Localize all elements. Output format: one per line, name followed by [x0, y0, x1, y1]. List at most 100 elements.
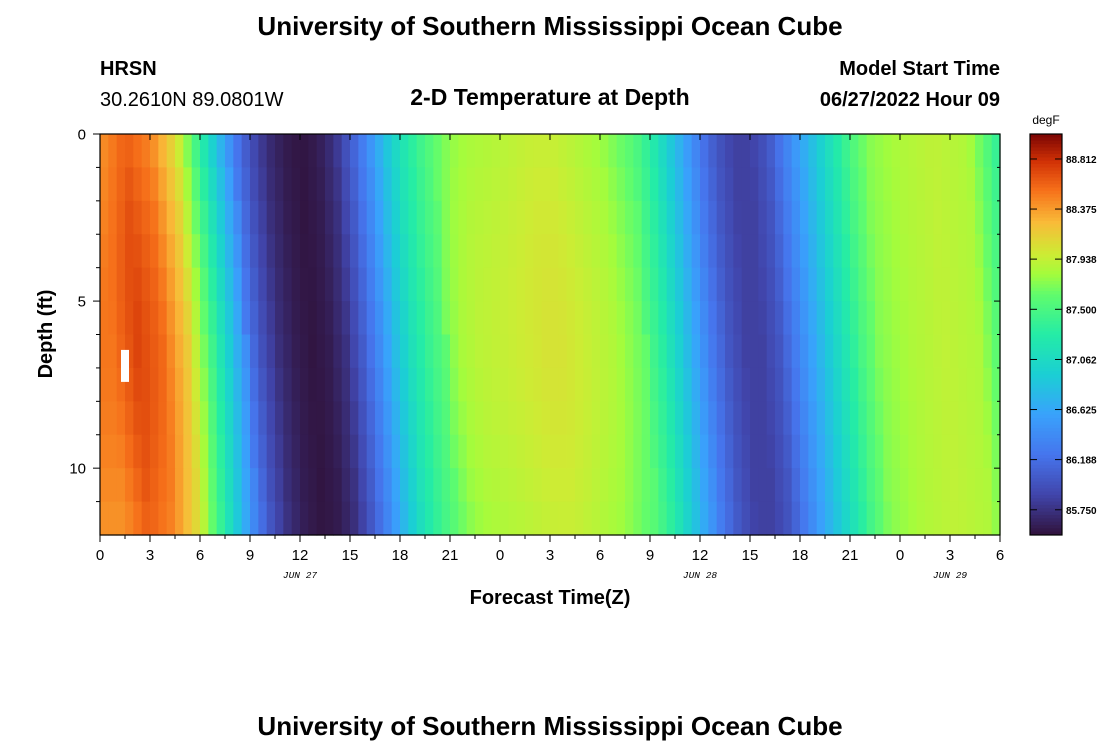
heatmap-cell — [650, 501, 659, 536]
heatmap-cell — [783, 468, 793, 503]
heatmap-cell — [166, 134, 176, 169]
heatmap-cell — [383, 434, 393, 469]
heatmap-cell — [641, 200, 651, 235]
heatmap-cell — [541, 234, 551, 269]
heatmap-cell — [266, 134, 276, 169]
colorbar-segment — [1030, 471, 1062, 476]
heatmap-cell — [816, 134, 826, 169]
heatmap-cell — [591, 167, 601, 202]
heatmap-cell — [933, 468, 943, 503]
heatmap-cell — [600, 468, 609, 503]
heatmap-cell — [100, 200, 109, 235]
heatmap-cell — [291, 434, 301, 469]
heatmap-cell — [400, 167, 409, 202]
heatmap-cell — [700, 434, 709, 469]
colorbar-segment — [1030, 391, 1062, 396]
heatmap-cell — [450, 200, 459, 235]
colorbar-tick-label: 87.062 — [1066, 355, 1097, 366]
heatmap-cell — [383, 134, 393, 169]
heatmap-cell — [275, 468, 284, 503]
heatmap-cell — [250, 501, 259, 536]
heatmap-cell — [200, 267, 209, 302]
heatmap-cell — [275, 367, 284, 402]
colorbar-segment — [1030, 277, 1062, 282]
heatmap-cell — [283, 301, 293, 336]
heatmap-cell — [741, 234, 751, 269]
colorbar-segment — [1030, 137, 1062, 142]
heatmap-cell — [825, 434, 834, 469]
heatmap-cell — [158, 167, 168, 202]
heatmap-cell — [191, 200, 201, 235]
heatmap-cell — [625, 401, 634, 436]
heatmap-cell — [183, 501, 193, 536]
heatmap-cell — [341, 367, 351, 402]
heatmap-cell — [550, 200, 559, 235]
heatmap-cell — [750, 401, 759, 436]
heatmap-cell — [125, 468, 134, 503]
heatmap-cell — [650, 367, 659, 402]
heatmap-cell — [775, 367, 784, 402]
heatmap-cell — [591, 401, 601, 436]
heatmap-cell — [791, 367, 801, 402]
heatmap-cell — [966, 501, 976, 536]
heatmap-cell — [316, 301, 326, 336]
heatmap-cell — [441, 301, 451, 336]
colorbar-segment — [1030, 274, 1062, 279]
heatmap-cell — [966, 167, 976, 202]
heatmap-cell — [425, 200, 434, 235]
heatmap-cell — [133, 267, 143, 302]
heatmap-cell — [333, 301, 343, 336]
heatmap-cell — [525, 434, 534, 469]
date-label: JUN 27 — [283, 570, 318, 581]
heatmap-cell — [275, 334, 284, 369]
heatmap-cell — [191, 301, 201, 336]
heatmap-cell — [950, 434, 959, 469]
heatmap-cell — [641, 367, 651, 402]
heatmap-cell — [866, 334, 876, 369]
heatmap-cell — [475, 134, 484, 169]
heatmap-cell — [775, 434, 784, 469]
heatmap-cell — [616, 234, 626, 269]
heatmap-cell — [308, 367, 318, 402]
heatmap-cell — [875, 334, 884, 369]
heatmap-cell — [275, 301, 284, 336]
heatmap-cell — [225, 234, 234, 269]
heatmap-cell — [475, 267, 484, 302]
heatmap-cell — [458, 468, 468, 503]
heatmap-cell — [650, 267, 659, 302]
heatmap-cell — [666, 267, 676, 302]
heatmap-cell — [716, 401, 726, 436]
heatmap-cell — [858, 200, 868, 235]
heatmap-cell — [650, 234, 659, 269]
heatmap-cell — [791, 267, 801, 302]
colorbar-segment — [1030, 468, 1062, 473]
heatmap-cell — [425, 401, 434, 436]
heatmap-cell — [991, 301, 1001, 336]
heatmap-cell — [366, 267, 376, 302]
heatmap-cell — [108, 468, 118, 503]
heatmap-cell — [825, 167, 834, 202]
heatmap-cell — [133, 434, 143, 469]
heatmap-cell — [483, 367, 493, 402]
heatmap-cell — [850, 501, 859, 536]
heatmap-cell — [666, 301, 676, 336]
heatmap-cell — [975, 468, 984, 503]
heatmap-cell — [491, 167, 501, 202]
heatmap-cell — [258, 334, 268, 369]
heatmap-cell — [700, 234, 709, 269]
heatmap-cell — [108, 267, 118, 302]
heatmap-cell — [125, 134, 134, 169]
heatmap-cell — [116, 134, 126, 169]
heatmap-cell — [675, 468, 684, 503]
heatmap-cell — [625, 134, 634, 169]
date-label: JUN 29 — [933, 570, 968, 581]
heatmap-cell — [591, 234, 601, 269]
colorbar-segment — [1030, 441, 1062, 446]
colorbar-segment — [1030, 387, 1062, 392]
heatmap-cell — [766, 434, 776, 469]
heatmap-cell — [283, 167, 293, 202]
heatmap-cell — [225, 468, 234, 503]
heatmap-cell — [325, 401, 334, 436]
heatmap-cell — [308, 301, 318, 336]
heatmap-cell — [291, 501, 301, 536]
